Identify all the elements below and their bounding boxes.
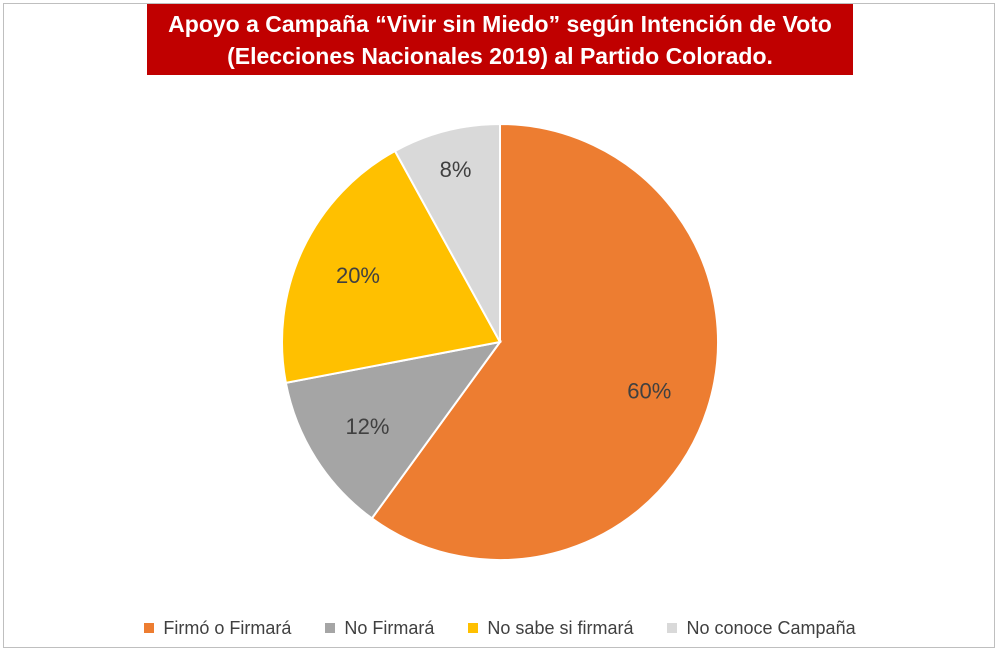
slice-data-label-1: 60% xyxy=(627,379,671,404)
chart-title-line-1: Apoyo a Campaña “Vivir sin Miedo” según … xyxy=(168,10,832,37)
chart-legend: Firmó o Firmará No Firmará No sabe si firm… xyxy=(0,616,1000,640)
chart-frame xyxy=(3,3,995,648)
legend-label: No Firmará xyxy=(344,617,435,638)
legend-item: No conoce Campaña xyxy=(667,617,856,639)
slice-data-label-4: 8% xyxy=(440,157,472,182)
pie-slice-3 xyxy=(281,149,502,385)
pie-slice-1 xyxy=(370,122,719,561)
pie-slice-2 xyxy=(284,340,503,520)
legend-label: No sabe si firmará xyxy=(487,617,634,638)
legend-swatch xyxy=(144,623,155,633)
slice-data-label-3: 20% xyxy=(336,263,380,288)
pie-slice-4 xyxy=(393,122,501,343)
slice-data-label-2: 12% xyxy=(345,414,389,439)
legend-swatch xyxy=(468,623,479,633)
legend-item: No Firmará xyxy=(325,618,434,639)
legend-label: No conoce Campaña xyxy=(686,617,856,638)
chart-title-line-2: (Elecciones Nacionales 2019) al Partido … xyxy=(227,42,773,69)
legend-swatch xyxy=(667,623,678,633)
chart-title: Apoyo a Campaña “Vivir sin Miedo” según … xyxy=(147,4,853,75)
legend-label: Firmó o Firmará xyxy=(163,617,292,638)
legend-item: Firmó o Firmará xyxy=(144,618,291,639)
legend-swatch xyxy=(325,623,336,633)
legend-item: No sabe si firmará xyxy=(468,618,633,639)
